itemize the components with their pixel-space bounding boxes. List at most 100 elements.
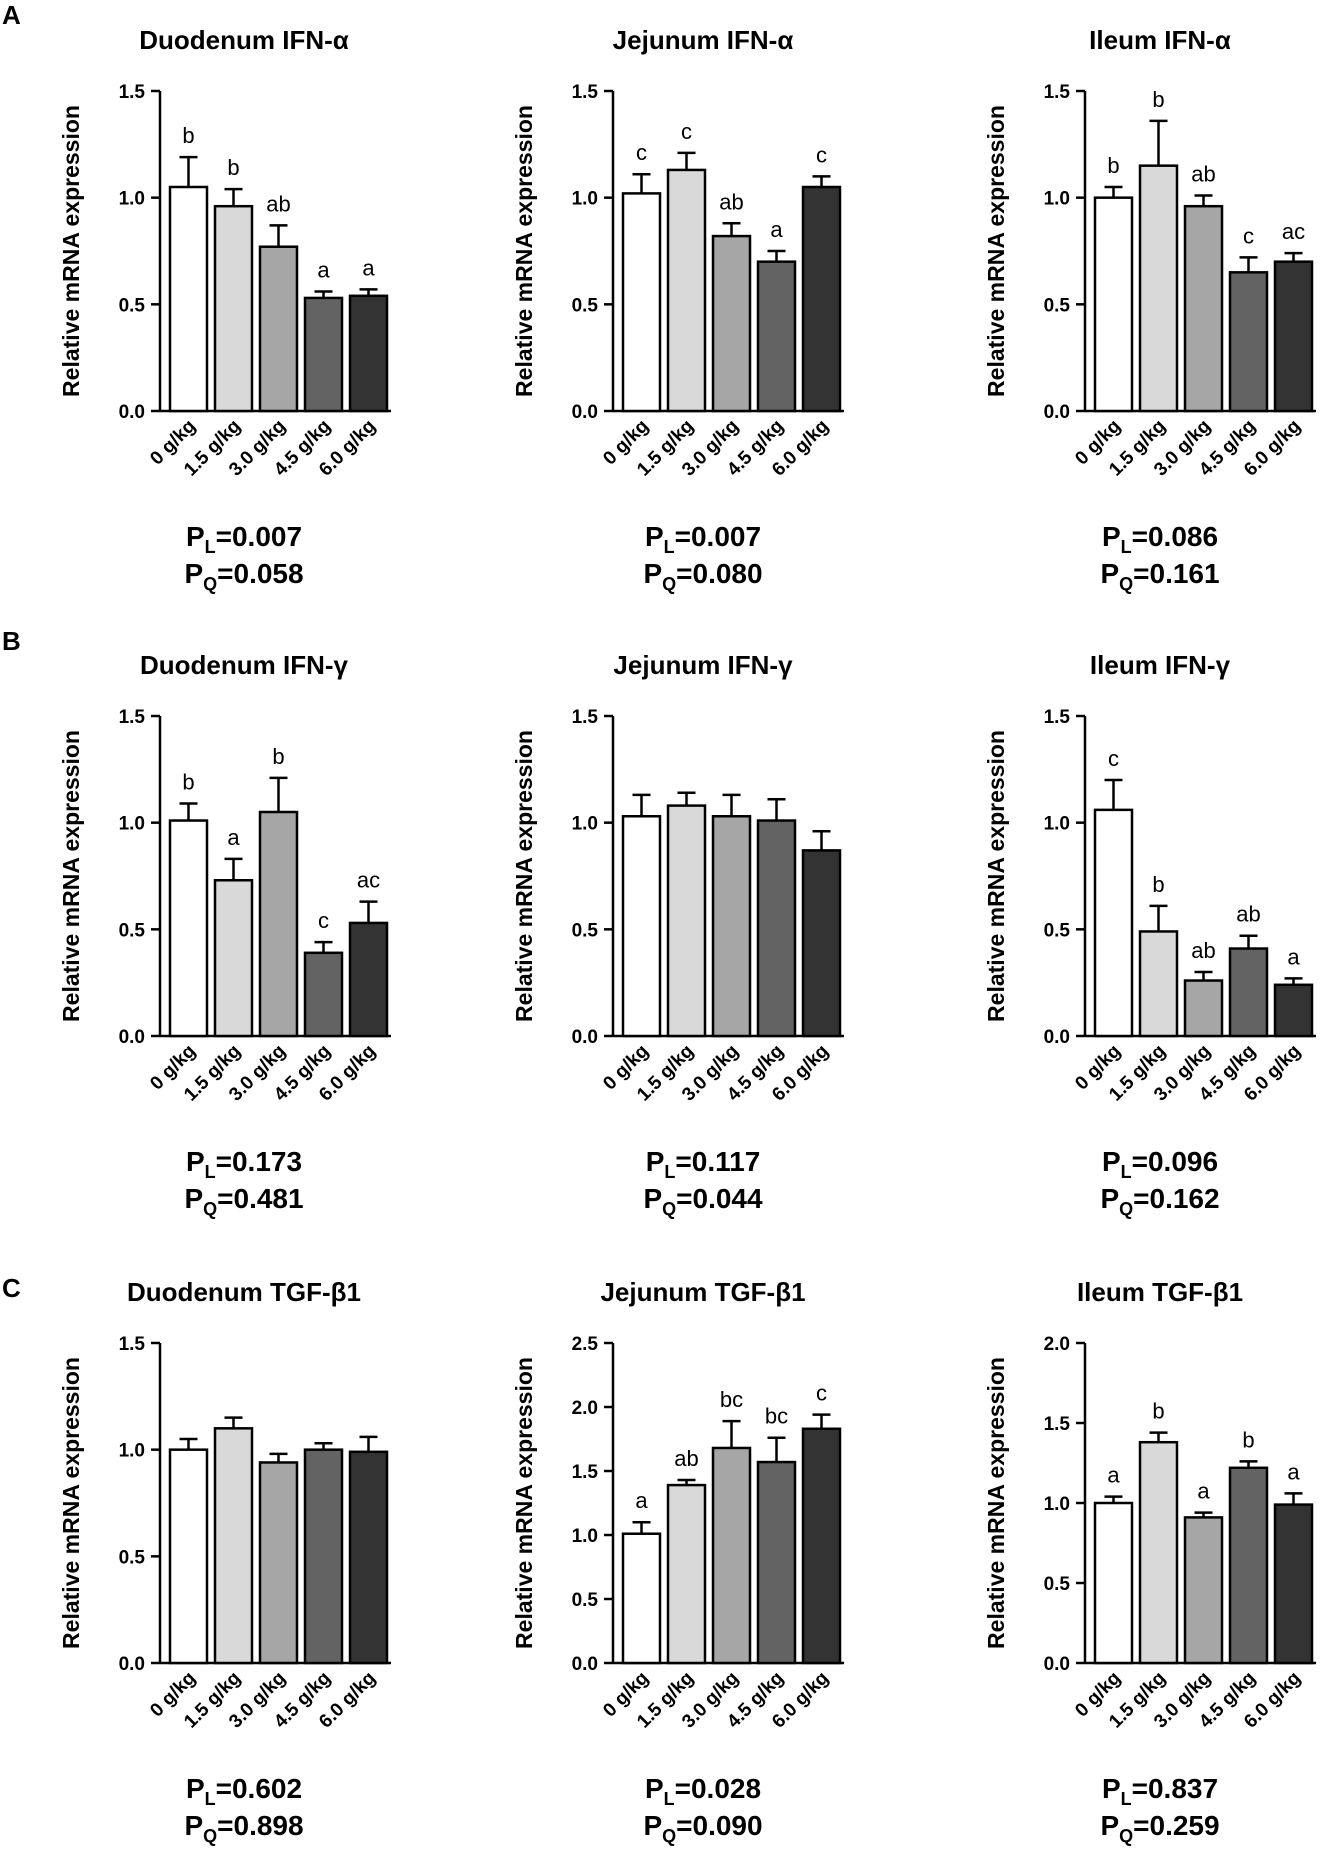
- y-tick-label: 2.5: [572, 1334, 599, 1355]
- y-axis-label: Relative mRNA expression: [983, 730, 1009, 1022]
- significance-letter: ac: [1282, 219, 1305, 244]
- bar: [801, 849, 842, 1038]
- chart-9: Ileum TGF-β1 Relative mRNA expression 0.0 0…: [983, 1277, 1316, 1846]
- bar: [258, 810, 299, 1038]
- y-tick-label: 0.0: [1044, 402, 1070, 423]
- y-tick-label: 0.5: [119, 920, 146, 941]
- chart-title: Ileum IFN-γ: [1090, 650, 1231, 680]
- significance-letter: b: [1152, 87, 1164, 112]
- y-tick-label: 0.0: [119, 1027, 145, 1048]
- y-tick-label: 2.0: [572, 1398, 598, 1419]
- y-tick-label: 0.5: [1044, 1574, 1071, 1595]
- significance-letter: a: [1197, 1479, 1210, 1504]
- significance-letter: c: [636, 140, 647, 165]
- bar: [213, 1427, 254, 1665]
- significance-letter: c: [1108, 746, 1119, 771]
- p-quadratic: PQ=0.161: [1100, 558, 1219, 594]
- bar: [1273, 260, 1314, 413]
- bar: [1093, 808, 1134, 1038]
- significance-letter: b: [182, 769, 194, 794]
- significance-letter: c: [681, 119, 692, 144]
- chart-title: Jejunum TGF-β1: [600, 1277, 805, 1307]
- chart-title: Duodenum TGF-β1: [127, 1277, 361, 1307]
- bar: [1273, 983, 1314, 1038]
- y-tick-label: 1.5: [572, 707, 599, 728]
- y-tick-label: 1.0: [119, 189, 145, 210]
- y-tick-label: 1.5: [572, 1462, 599, 1483]
- bar: [1228, 947, 1269, 1038]
- p-quadratic: PQ=0.162: [1100, 1183, 1219, 1219]
- y-tick-label: 0.0: [119, 1654, 145, 1675]
- bar: [348, 294, 389, 413]
- y-axis-label: Relative mRNA expression: [511, 1357, 537, 1649]
- p-linear: PL=0.028: [645, 1773, 761, 1809]
- bar: [1093, 196, 1134, 413]
- bar: [621, 192, 662, 413]
- chart-3: Ileum IFN-α Relative mRNA expression 0.0 0.…: [983, 25, 1316, 594]
- significance-letter: ab: [1191, 938, 1215, 963]
- chart-5: Jejunum IFN-γ Relative mRNA expression 0.0…: [511, 650, 844, 1219]
- bar: [168, 1448, 209, 1665]
- panel-letter-a: A: [2, 0, 21, 30]
- bar: [348, 921, 389, 1038]
- p-linear: PL=0.096: [1102, 1146, 1218, 1182]
- significance-letter: c: [816, 1381, 827, 1406]
- chart-title: Duodenum IFN-γ: [140, 650, 349, 680]
- bar: [801, 1427, 842, 1665]
- y-tick-label: 1.5: [119, 707, 146, 728]
- bar: [801, 185, 842, 413]
- significance-letter: b: [1107, 153, 1119, 178]
- bar: [621, 1532, 662, 1665]
- chart-6: Ileum IFN-γ Relative mRNA expression 0.0 0.…: [983, 650, 1316, 1219]
- charts-container: Duodenum IFN-α Relative mRNA expression 0.…: [58, 25, 1316, 1846]
- chart-title: Ileum TGF-β1: [1077, 1277, 1243, 1307]
- p-quadratic: PQ=0.080: [643, 558, 762, 594]
- significance-letter: b: [182, 123, 194, 148]
- chart-title: Ileum IFN-α: [1089, 25, 1231, 55]
- p-linear: PL=0.173: [186, 1146, 302, 1182]
- p-quadratic: PQ=0.090: [643, 1810, 762, 1846]
- significance-letter: ab: [719, 189, 743, 214]
- y-tick-label: 1.0: [1044, 814, 1070, 835]
- significance-letter: ab: [266, 191, 290, 216]
- bar: [711, 1446, 752, 1665]
- y-tick-label: 1.5: [119, 1334, 146, 1355]
- significance-letter: c: [816, 142, 827, 167]
- y-tick-label: 0.0: [1044, 1027, 1070, 1048]
- y-tick-label: 0.5: [1044, 920, 1071, 941]
- p-quadratic: PQ=0.898: [184, 1810, 303, 1846]
- bar: [1183, 979, 1224, 1038]
- p-quadratic: PQ=0.259: [1100, 1810, 1219, 1846]
- p-linear: PL=0.086: [1102, 521, 1218, 557]
- bar: [756, 260, 797, 413]
- significance-letter: a: [770, 217, 783, 242]
- p-linear: PL=0.007: [645, 521, 761, 557]
- panel-letter-c: C: [2, 1273, 21, 1303]
- p-linear: PL=0.007: [186, 521, 302, 557]
- y-tick-label: 1.0: [572, 1526, 598, 1547]
- p-quadratic: PQ=0.044: [643, 1183, 763, 1219]
- significance-letter: a: [317, 258, 330, 283]
- significance-letter: ab: [1191, 162, 1215, 187]
- bar: [1183, 204, 1224, 413]
- chart-4: Duodenum IFN-γ Relative mRNA expression 0.…: [58, 650, 391, 1219]
- y-tick-label: 1.5: [572, 82, 599, 103]
- y-tick-label: 2.0: [1044, 1334, 1070, 1355]
- y-tick-label: 0.5: [119, 1547, 146, 1568]
- bar: [303, 951, 344, 1038]
- bar: [213, 204, 254, 413]
- significance-letter: b: [1152, 872, 1164, 897]
- bar: [1138, 1440, 1179, 1665]
- significance-letter: b: [227, 155, 239, 180]
- bar: [666, 168, 707, 413]
- chart-title: Jejunum IFN-α: [613, 25, 794, 55]
- y-axis-label: Relative mRNA expression: [983, 1357, 1009, 1649]
- bar: [666, 1483, 707, 1665]
- bar: [1138, 164, 1179, 413]
- significance-letter: c: [318, 908, 329, 933]
- bar: [1138, 930, 1179, 1038]
- y-axis-label: Relative mRNA expression: [511, 105, 537, 397]
- bar: [1228, 1466, 1269, 1665]
- chart-1: Duodenum IFN-α Relative mRNA expression 0.…: [58, 25, 391, 594]
